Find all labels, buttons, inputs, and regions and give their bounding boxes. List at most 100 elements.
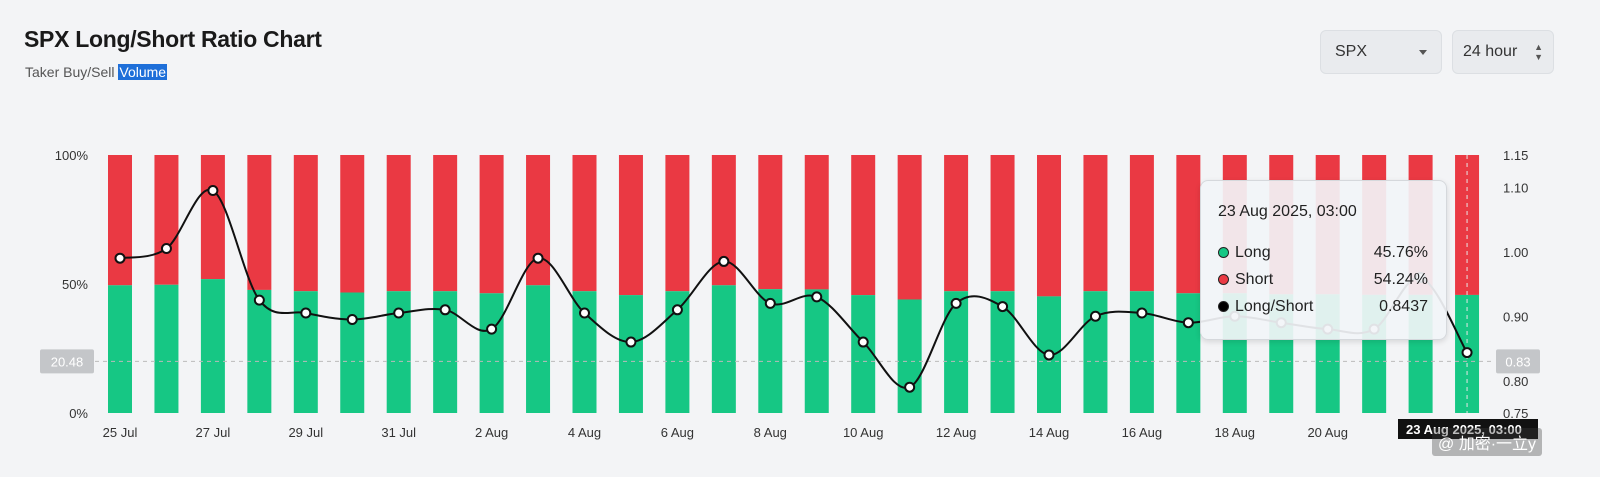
bar-short xyxy=(1176,155,1201,294)
tooltip-value: 54.24% xyxy=(1373,270,1428,288)
x-tick-label: 6 Aug xyxy=(661,425,694,440)
x-tick-label: 12 Aug xyxy=(936,425,977,440)
bar-short xyxy=(851,155,876,296)
x-tick-label: 25 Jul xyxy=(103,425,138,440)
period-select[interactable]: 24 hour ▲ ▼ xyxy=(1452,30,1554,74)
crosshair-right-badge xyxy=(1496,349,1540,374)
crosshair-left-label: 20.48 xyxy=(51,354,84,369)
tooltip-row-ratio: Long/Short 0.8437 xyxy=(1218,293,1428,320)
tooltip-label: Long/Short xyxy=(1235,297,1314,315)
bar-long xyxy=(247,289,272,413)
ratio-point xyxy=(393,307,405,319)
y-right-tick-label: 0.80 xyxy=(1503,374,1528,389)
asset-select-value: SPX xyxy=(1335,43,1368,60)
bar-short xyxy=(572,155,597,292)
ratio-point xyxy=(1043,349,1055,361)
x-tick-label: 27 Jul xyxy=(196,425,231,440)
y-left-tick-label: 0% xyxy=(69,406,88,421)
tooltip-row-long: Long 45.76% xyxy=(1218,239,1428,266)
ratio-point xyxy=(1461,347,1473,359)
bar-long xyxy=(711,285,736,413)
bar-short xyxy=(758,155,783,290)
x-tick-label: 14 Aug xyxy=(1029,425,1070,440)
x-crosshair-badge xyxy=(1398,419,1538,439)
ratio-point xyxy=(207,184,219,196)
bar-long xyxy=(154,284,179,413)
x-tick-label: 10 Aug xyxy=(843,425,884,440)
bar-long xyxy=(1176,293,1201,413)
x-tick-label: 16 Aug xyxy=(1122,425,1163,440)
bar-short xyxy=(293,155,318,292)
tooltip-row-short: Short 54.24% xyxy=(1218,266,1428,293)
short-dot-icon xyxy=(1218,274,1229,285)
ratio-point xyxy=(1089,310,1101,322)
tooltip-date: 23 Aug 2025, 03:00 xyxy=(1218,203,1357,220)
bar-long xyxy=(897,299,922,413)
period-select-value: 24 hour xyxy=(1463,43,1518,60)
bar-long xyxy=(851,295,876,413)
bar-short xyxy=(200,155,225,280)
bar-short xyxy=(990,155,1015,292)
chart-subtitle: Taker Buy/Sell Volume xyxy=(25,64,168,80)
bar-long xyxy=(200,279,225,413)
ratio-point xyxy=(579,307,590,319)
ratio-point xyxy=(346,313,358,325)
bar-short xyxy=(618,155,643,296)
bar-short xyxy=(386,155,411,292)
y-right-tick-label: 1.10 xyxy=(1503,180,1528,195)
bar-short xyxy=(1129,155,1154,292)
bar-long xyxy=(108,285,132,413)
ratio-point xyxy=(811,291,823,303)
bar-long xyxy=(479,293,504,413)
ratio-point xyxy=(300,307,312,319)
ratio-point xyxy=(253,294,265,306)
bar-short xyxy=(433,155,458,292)
bar-short xyxy=(1037,155,1061,297)
y-right-tick-label: 1.15 xyxy=(1503,148,1528,163)
asset-select[interactable]: SPX xyxy=(1320,30,1442,74)
bar-short xyxy=(944,155,969,292)
bar-short xyxy=(804,155,829,290)
up-down-icon: ▲ ▼ xyxy=(1534,42,1543,62)
ratio-point xyxy=(486,323,498,335)
tooltip-value: 0.8437 xyxy=(1379,297,1428,315)
subtitle-highlight: Volume xyxy=(118,64,168,80)
y-right-tick-label: 0.75 xyxy=(1503,406,1528,421)
bar-short xyxy=(479,155,504,294)
bar-long xyxy=(340,292,365,413)
chart-tooltip: 23 Aug 2025, 03:00 Long 45.76% Short 54.… xyxy=(1200,180,1447,340)
bar-short xyxy=(1083,155,1108,292)
tooltip-value: 45.76% xyxy=(1373,243,1428,261)
ratio-point xyxy=(625,336,637,348)
bar-short xyxy=(108,155,132,286)
ratio-point xyxy=(718,255,730,267)
bar-long xyxy=(526,285,551,413)
x-tick-label: 29 Jul xyxy=(288,425,323,440)
x-tick-label: 8 Aug xyxy=(754,425,787,440)
ratio-point xyxy=(950,297,962,309)
crosshair-right-label: 0.83 xyxy=(1505,354,1530,369)
ratio-point xyxy=(160,243,172,255)
bar-long xyxy=(944,291,969,413)
tooltip-label: Long xyxy=(1235,243,1271,261)
bar-long xyxy=(758,289,783,413)
ratio-point xyxy=(532,252,544,264)
long-dot-icon xyxy=(1218,247,1229,258)
x-tick-label: 4 Aug xyxy=(568,425,601,440)
ratio-point xyxy=(904,381,916,393)
y-right-tick-label: 1.00 xyxy=(1503,245,1528,260)
ratio-point xyxy=(764,297,776,309)
bar-short xyxy=(340,155,365,293)
bar-short xyxy=(665,155,690,292)
bar-short xyxy=(1455,155,1480,295)
bar-long xyxy=(1083,291,1108,413)
bar-short xyxy=(247,155,272,290)
ratio-point xyxy=(857,336,869,348)
x-tick-label: 2 Aug xyxy=(475,425,508,440)
y-right-tick-label: 0.90 xyxy=(1503,309,1528,324)
ratio-point xyxy=(997,301,1009,313)
bar-short xyxy=(154,155,179,285)
bar-long xyxy=(804,289,829,413)
subtitle-text: Taker Buy/Sell xyxy=(25,64,119,80)
bar-short xyxy=(897,155,922,300)
